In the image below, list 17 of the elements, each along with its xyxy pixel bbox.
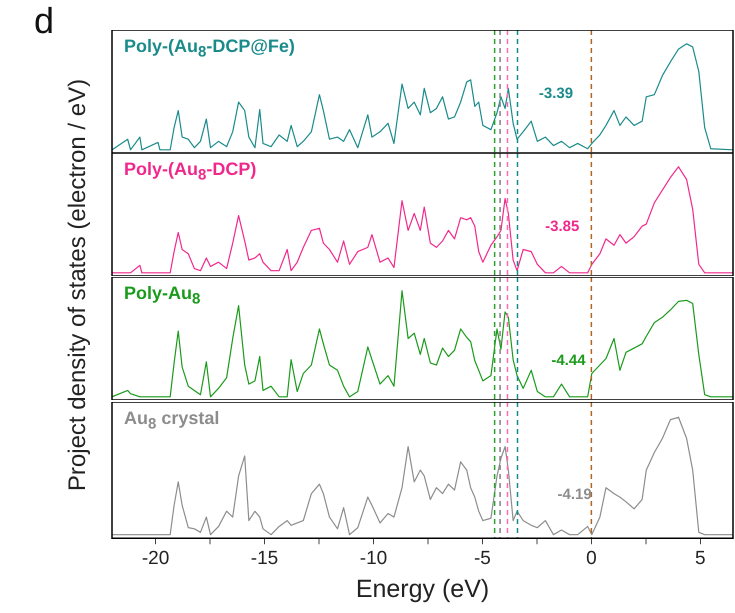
series-label: Poly-Au$_{8}$: [124, 283, 200, 308]
annotation: -4.44: [551, 352, 586, 369]
series-label: Au$_{8}$ crystal: [124, 408, 220, 433]
x-tick-label: -20: [142, 548, 170, 569]
x-tick-label: -15: [250, 548, 278, 569]
y-axis-title: Project density of states (electron / eV): [64, 78, 92, 492]
x-tick-label: 0: [586, 548, 597, 569]
x-axis-title: Energy (eV): [356, 574, 490, 603]
x-tick-label: -5: [474, 548, 491, 569]
annotation: -3.85: [545, 218, 580, 235]
x-tick-label: -10: [360, 548, 388, 569]
chart-title: d: [34, 0, 54, 42]
text: Poly-(Au$_{8}$-DCP): [124, 159, 256, 184]
annotation: -3.39: [538, 85, 574, 102]
annotation: -4.19: [558, 486, 592, 503]
text: Poly-(Au$_{8}$-DCP@Fe): [124, 36, 295, 61]
x-tick-label: 5: [695, 548, 706, 569]
